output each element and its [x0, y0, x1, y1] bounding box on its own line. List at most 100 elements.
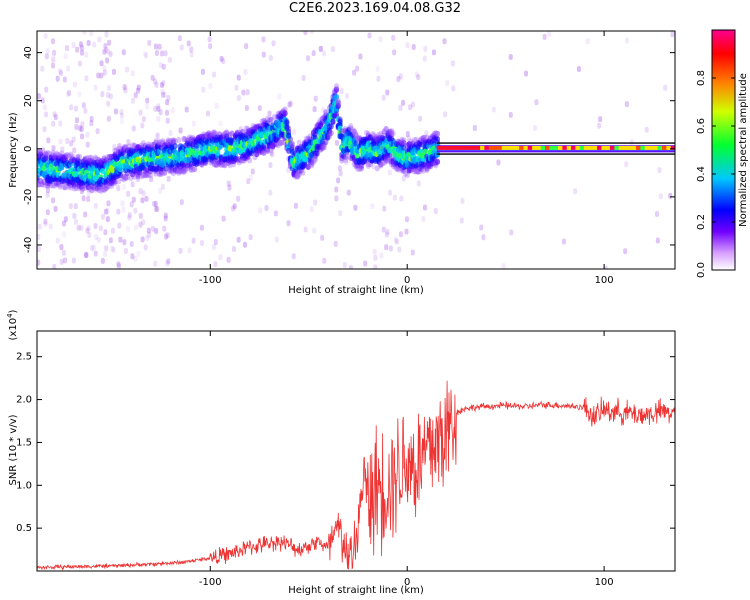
heatmap-noise-cell	[58, 70, 63, 77]
heatmap-noise-cell	[311, 50, 316, 57]
heatmap-cell	[131, 142, 137, 149]
heatmap-cell	[321, 140, 327, 147]
heatmap-noise-cell	[625, 37, 630, 44]
heatmap-noise-cell	[207, 36, 212, 43]
heatmap-cell	[309, 157, 315, 164]
heatmap-noise-cell	[384, 244, 389, 251]
heatmap-noise-cell	[238, 126, 243, 133]
heatmap-cell	[435, 136, 441, 143]
heatmap-noise-cell	[318, 45, 323, 52]
heatmap-noise-cell	[37, 246, 41, 253]
heatmap-cell	[89, 187, 95, 194]
heatmap-noise-cell	[96, 237, 101, 244]
heatmap-noise-cell	[168, 130, 173, 137]
heatmap-cell	[59, 150, 65, 157]
heatmap-noise-cell	[66, 65, 71, 72]
heatmap-cell	[121, 173, 127, 180]
heatmap-noise-cell	[85, 227, 90, 234]
heatmap-cell	[176, 169, 182, 176]
heatmap-noise-cell	[585, 38, 590, 45]
heatmap-cell	[211, 130, 217, 137]
heatmap-noise-cell	[211, 244, 216, 251]
heatmap-noise-cell	[104, 31, 109, 38]
heatmap-cell	[640, 145, 646, 150]
heatmap-cell	[68, 151, 74, 158]
heatmap-cell	[80, 185, 86, 192]
heatmap-cell	[319, 145, 325, 152]
heatmap-noise-cell	[532, 124, 537, 131]
heatmap-noise-cell	[623, 248, 628, 255]
colorbar-tick-label: 0.8	[696, 70, 707, 86]
heatmap-cell	[300, 169, 306, 176]
heatmap-cell	[601, 145, 607, 150]
heatmap-noise-cell	[106, 91, 111, 98]
heatmap-noise-cell	[104, 245, 109, 252]
heatmap-noise-cell	[334, 139, 339, 146]
heatmap-noise-cell	[344, 93, 349, 100]
heatmap-noise-cell	[166, 95, 171, 102]
heatmap-noise-cell	[405, 131, 410, 138]
page-title: C2E6.2023.169.04.08.G32	[288, 1, 462, 16]
heatmap-cell	[270, 142, 276, 149]
heatmap-noise-cell	[410, 249, 415, 256]
heatmap-noise-cell	[86, 186, 91, 193]
heatmap-cell	[261, 145, 267, 152]
heatmap-cell	[644, 145, 650, 150]
heatmap-noise-cell	[236, 195, 241, 202]
heatmap-cell	[549, 145, 555, 150]
heatmap-cell	[80, 185, 86, 192]
heatmap-cell	[532, 145, 538, 150]
heatmap-noise-cell	[227, 184, 232, 191]
heatmap-noise-cell	[162, 225, 167, 232]
heatmap-cell	[37, 181, 40, 188]
heatmap-noise-cell	[156, 105, 161, 112]
heatmap-noise-cell	[382, 205, 387, 212]
heatmap-noise-cell	[106, 100, 111, 107]
heatmap-noise-cell	[353, 204, 358, 211]
heatmap-noise-cell	[154, 228, 159, 235]
heatmap-cell	[631, 145, 637, 150]
heatmap-noise-cell	[236, 74, 241, 81]
heatmap-cell	[454, 145, 460, 150]
heatmap-cell	[270, 143, 276, 150]
heatmap-noise-cell	[597, 122, 602, 129]
heatmap-noise-cell	[103, 43, 108, 50]
heatmap-noise-cell	[179, 44, 184, 51]
heatmap-noise-cell	[147, 232, 152, 239]
heatmap-noise-cell	[348, 265, 353, 269]
heatmap-noise-cell	[161, 183, 166, 190]
heatmap-noise-cell	[385, 228, 390, 235]
heatmap-noise-cell	[288, 100, 293, 107]
heatmap-noise-cell	[73, 81, 78, 88]
heatmap-cell	[144, 172, 150, 179]
heatmap-noise-cell	[199, 224, 204, 231]
heatmap-cell	[247, 157, 253, 164]
heatmap-cell	[277, 140, 283, 147]
heatmap-cell	[206, 131, 212, 138]
spectrogram-x-label: Height of straight line (km)	[288, 285, 424, 296]
heatmap-noise-cell	[58, 138, 63, 145]
heatmap-noise-cell	[121, 183, 126, 190]
heatmap-cell	[337, 125, 343, 132]
heatmap-cell	[211, 161, 217, 168]
heatmap-cell	[266, 117, 272, 124]
heatmap-noise-cell	[159, 82, 164, 89]
heatmap-noise-cell	[301, 74, 306, 81]
heatmap-noise-cell	[292, 129, 297, 136]
heatmap-noise-cell	[303, 226, 308, 233]
heatmap-noise-cell	[99, 60, 104, 67]
heatmap-cell	[284, 118, 290, 125]
heatmap-cell	[562, 145, 568, 150]
heatmap-noise-cell	[93, 84, 98, 91]
heatmap-noise-cell	[387, 169, 392, 176]
heatmap-noise-cell	[100, 213, 105, 220]
heatmap-noise-cell	[201, 86, 206, 93]
heatmap-cell	[172, 138, 178, 145]
heatmap-cell	[282, 110, 288, 117]
heatmap-cell	[116, 178, 122, 185]
heatmap-cell	[351, 128, 357, 135]
heatmap-noise-cell	[250, 168, 255, 175]
heatmap-noise-cell	[81, 195, 86, 202]
heatmap-noise-cell	[94, 234, 99, 241]
heatmap-cell	[139, 173, 145, 180]
